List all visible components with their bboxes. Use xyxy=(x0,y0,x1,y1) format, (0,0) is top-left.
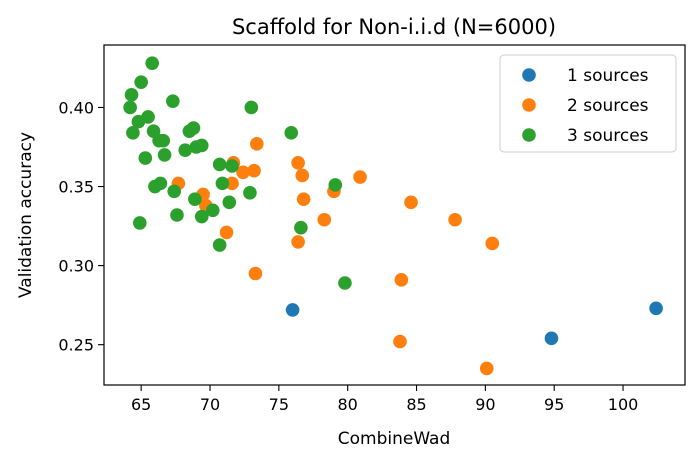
legend-label: 2 sources xyxy=(567,96,649,116)
data-point xyxy=(215,176,230,191)
data-point xyxy=(250,137,264,151)
data-point xyxy=(291,235,305,249)
data-point xyxy=(212,157,227,172)
data-point xyxy=(225,159,239,173)
data-point xyxy=(132,216,147,230)
data-point xyxy=(138,151,153,165)
data-point xyxy=(544,331,559,346)
data-point xyxy=(124,88,139,102)
x-tick-label: 80 xyxy=(338,395,358,414)
y-tick-label: 0.35 xyxy=(58,178,94,197)
legend-marker xyxy=(522,68,536,82)
data-point xyxy=(186,121,201,135)
x-tick-label: 90 xyxy=(475,395,495,414)
data-point xyxy=(222,195,237,210)
data-point xyxy=(244,100,259,115)
data-point xyxy=(123,100,137,115)
plot-area xyxy=(123,56,663,376)
chart-title: Scaffold for Non-i.i.d (N=6000) xyxy=(232,15,556,39)
x-tick-label: 85 xyxy=(406,395,426,414)
legend-marker xyxy=(522,128,536,142)
x-tick-label: 75 xyxy=(269,395,289,414)
data-point xyxy=(448,212,462,227)
data-point xyxy=(295,168,310,183)
data-point xyxy=(393,334,407,349)
plot-frame xyxy=(103,44,686,386)
data-point xyxy=(141,110,155,124)
data-point xyxy=(212,238,227,252)
data-point xyxy=(296,192,311,206)
data-point xyxy=(404,195,418,210)
data-point xyxy=(126,125,140,140)
data-point xyxy=(157,148,172,162)
series-3 xyxy=(123,56,352,290)
y-axis-label: Validation accuracy xyxy=(16,132,36,298)
data-point xyxy=(167,184,182,199)
data-point xyxy=(294,220,308,235)
data-point xyxy=(284,125,299,140)
data-point xyxy=(317,212,332,227)
series-2 xyxy=(171,137,500,376)
x-axis-ticks: 65 70 75 80 85 90 95 100 xyxy=(131,385,638,414)
data-point xyxy=(170,208,184,222)
legend-box xyxy=(499,54,677,153)
data-point xyxy=(166,94,180,108)
data-point xyxy=(338,276,352,290)
data-point xyxy=(394,273,409,287)
data-point xyxy=(291,156,305,170)
data-point xyxy=(236,165,250,180)
y-tick-label: 0.25 xyxy=(58,336,94,355)
data-point xyxy=(205,203,220,218)
data-point xyxy=(188,192,202,206)
x-axis-label: CombineWad xyxy=(338,429,451,449)
series-1 xyxy=(285,301,663,346)
data-point xyxy=(479,361,494,376)
y-axis-ticks: 0.25 0.30 0.35 0.40 xyxy=(58,98,104,355)
data-point xyxy=(247,163,261,178)
data-point xyxy=(194,138,209,153)
data-point xyxy=(134,75,148,89)
legend: 1 sources 2 sources 3 sources xyxy=(499,54,677,153)
x-tick-label: 100 xyxy=(608,395,639,414)
data-point xyxy=(148,179,162,194)
data-point xyxy=(328,178,343,192)
data-point xyxy=(156,133,171,148)
x-tick-label: 65 xyxy=(131,395,151,414)
data-point xyxy=(178,143,193,157)
y-tick-label: 0.40 xyxy=(58,98,94,117)
data-point xyxy=(243,186,257,200)
x-tick-label: 95 xyxy=(544,395,564,414)
y-tick-label: 0.30 xyxy=(58,257,94,276)
data-point xyxy=(353,170,367,184)
data-point xyxy=(225,176,239,191)
data-point xyxy=(285,303,300,317)
legend-marker xyxy=(522,98,536,112)
x-tick-label: 70 xyxy=(200,395,220,414)
legend-label: 3 sources xyxy=(567,126,649,146)
data-point xyxy=(248,266,263,281)
data-point xyxy=(485,236,500,251)
legend-label: 1 sources xyxy=(567,66,649,86)
data-point xyxy=(219,225,234,240)
data-point xyxy=(194,209,209,224)
data-point xyxy=(649,301,663,316)
data-point xyxy=(145,56,159,70)
